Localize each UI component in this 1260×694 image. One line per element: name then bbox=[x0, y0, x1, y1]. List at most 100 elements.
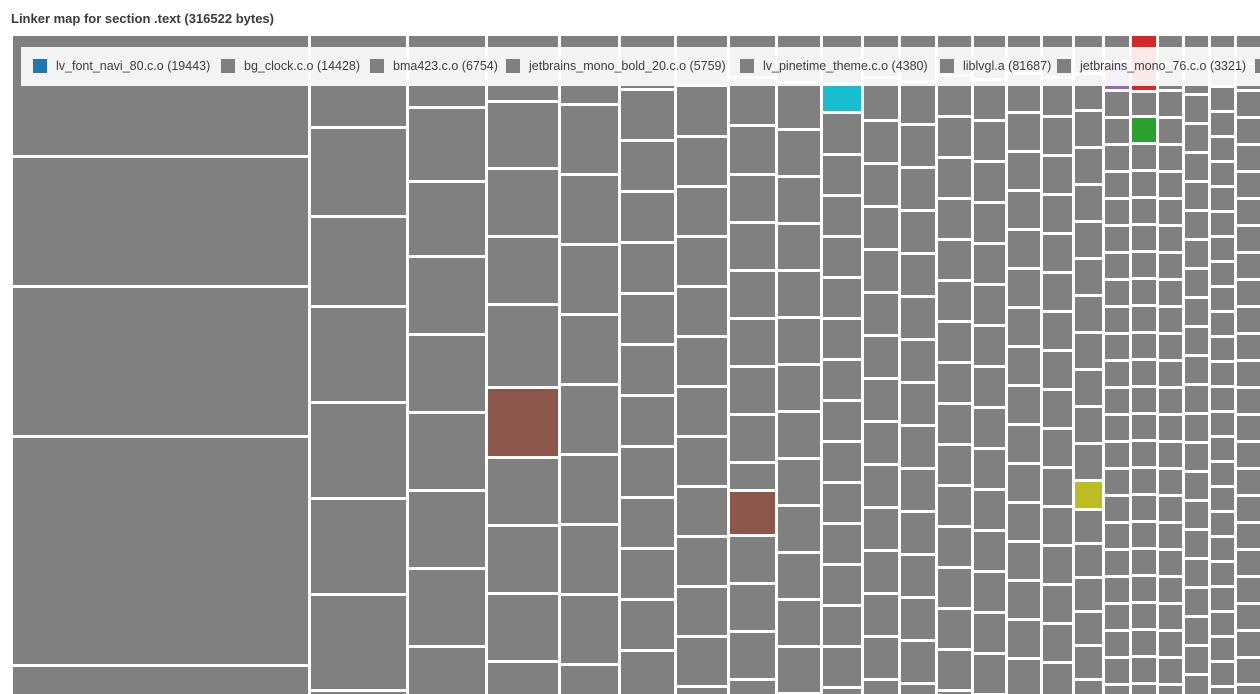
treemap-tile[interactable] bbox=[1211, 88, 1234, 110]
treemap-tile[interactable] bbox=[1132, 118, 1156, 142]
treemap-tile[interactable] bbox=[561, 596, 618, 663]
treemap-tile[interactable] bbox=[823, 320, 861, 358]
treemap-tile[interactable] bbox=[730, 537, 775, 582]
treemap-tile[interactable] bbox=[1132, 496, 1156, 520]
treemap-tile[interactable] bbox=[1185, 125, 1208, 151]
treemap-tile[interactable] bbox=[1159, 227, 1182, 251]
treemap-tile[interactable] bbox=[1237, 389, 1260, 413]
treemap-tile[interactable] bbox=[1105, 173, 1129, 197]
treemap-tile[interactable] bbox=[901, 212, 935, 252]
treemap-tile[interactable] bbox=[778, 366, 820, 410]
treemap-tile[interactable] bbox=[938, 651, 971, 689]
treemap-tile[interactable] bbox=[1105, 146, 1129, 170]
treemap-tile[interactable] bbox=[1237, 524, 1260, 548]
treemap-tile[interactable] bbox=[1237, 416, 1260, 440]
treemap-tile[interactable] bbox=[1185, 386, 1208, 412]
treemap-tile[interactable] bbox=[1211, 588, 1234, 610]
treemap-tile[interactable] bbox=[1237, 146, 1260, 170]
treemap-tile[interactable] bbox=[1075, 681, 1102, 694]
treemap-tile[interactable] bbox=[938, 241, 971, 279]
treemap-tile[interactable] bbox=[1105, 524, 1129, 548]
treemap-tile[interactable] bbox=[1211, 513, 1234, 535]
treemap-tile[interactable] bbox=[730, 464, 775, 489]
treemap-tile[interactable] bbox=[1132, 415, 1156, 439]
treemap-tile[interactable] bbox=[1105, 308, 1129, 332]
treemap-tile[interactable] bbox=[974, 409, 1005, 447]
treemap-tile[interactable] bbox=[677, 588, 727, 635]
treemap-tile[interactable] bbox=[1105, 551, 1129, 575]
treemap-tile[interactable] bbox=[1043, 391, 1072, 427]
treemap-tile[interactable] bbox=[1043, 274, 1072, 310]
treemap-tile[interactable] bbox=[778, 507, 820, 551]
treemap-tile[interactable] bbox=[1132, 280, 1156, 304]
treemap-tile[interactable] bbox=[974, 81, 1005, 119]
treemap-tile[interactable] bbox=[1105, 92, 1129, 116]
treemap-tile[interactable] bbox=[1008, 465, 1040, 501]
treemap-tile[interactable] bbox=[677, 188, 727, 235]
treemap-tile[interactable] bbox=[1075, 545, 1102, 576]
treemap-tile[interactable] bbox=[1105, 686, 1129, 694]
treemap-tile[interactable] bbox=[1185, 299, 1208, 325]
treemap-tile[interactable] bbox=[1008, 348, 1040, 384]
treemap-tile[interactable] bbox=[1132, 442, 1156, 466]
treemap-tile[interactable] bbox=[1043, 508, 1072, 544]
treemap-tile[interactable] bbox=[1185, 676, 1208, 694]
treemap-tile[interactable] bbox=[974, 286, 1005, 324]
treemap-tile[interactable] bbox=[621, 601, 674, 649]
treemap-tile[interactable] bbox=[311, 218, 406, 305]
treemap-tile[interactable] bbox=[621, 448, 674, 496]
treemap-tile[interactable] bbox=[778, 272, 820, 316]
treemap-tile[interactable] bbox=[1075, 482, 1102, 508]
treemap-tile[interactable] bbox=[823, 156, 861, 194]
treemap-tile[interactable] bbox=[938, 282, 971, 320]
treemap-tile[interactable] bbox=[1237, 200, 1260, 224]
treemap-tile[interactable] bbox=[488, 663, 558, 694]
treemap-tile[interactable] bbox=[621, 244, 674, 292]
treemap-tile[interactable] bbox=[1132, 334, 1156, 358]
treemap-tile[interactable] bbox=[778, 554, 820, 598]
treemap-tile[interactable] bbox=[677, 638, 727, 685]
treemap-tile[interactable] bbox=[1237, 254, 1260, 278]
treemap-tile[interactable] bbox=[730, 368, 775, 413]
treemap-tile[interactable] bbox=[1075, 579, 1102, 610]
treemap-tile[interactable] bbox=[1237, 551, 1260, 575]
treemap-tile[interactable] bbox=[901, 83, 935, 123]
treemap-tile[interactable] bbox=[1237, 92, 1260, 116]
treemap-tile[interactable] bbox=[823, 648, 861, 686]
treemap-tile[interactable] bbox=[1185, 647, 1208, 673]
treemap-tile[interactable] bbox=[730, 272, 775, 317]
treemap-tile[interactable] bbox=[974, 204, 1005, 242]
treemap-tile[interactable] bbox=[1159, 146, 1182, 170]
treemap-tile[interactable] bbox=[1075, 334, 1102, 368]
treemap-tile[interactable] bbox=[1105, 200, 1129, 224]
treemap-tile[interactable] bbox=[1211, 313, 1234, 335]
treemap-tile[interactable] bbox=[1008, 621, 1040, 657]
treemap-tile[interactable] bbox=[1211, 263, 1234, 285]
treemap-tile[interactable] bbox=[974, 368, 1005, 406]
treemap-tile[interactable] bbox=[488, 527, 558, 592]
treemap-tile[interactable] bbox=[901, 685, 935, 694]
treemap-tile[interactable] bbox=[901, 384, 935, 424]
treemap-tile[interactable] bbox=[1211, 438, 1234, 460]
treemap-tile[interactable] bbox=[1132, 307, 1156, 331]
treemap-tile[interactable] bbox=[13, 667, 308, 694]
treemap-tile[interactable] bbox=[1008, 660, 1040, 694]
treemap-tile[interactable] bbox=[1211, 238, 1234, 260]
treemap-tile[interactable] bbox=[1185, 154, 1208, 180]
treemap-tile[interactable] bbox=[1105, 254, 1129, 278]
treemap-tile[interactable] bbox=[778, 84, 820, 128]
treemap-tile[interactable] bbox=[1159, 632, 1182, 656]
treemap-tile[interactable] bbox=[1105, 605, 1129, 629]
treemap-tile[interactable] bbox=[1132, 604, 1156, 628]
treemap-tile[interactable] bbox=[1159, 362, 1182, 386]
treemap-tile[interactable] bbox=[677, 288, 727, 335]
treemap-tile[interactable] bbox=[409, 183, 485, 255]
treemap-tile[interactable] bbox=[621, 499, 674, 547]
treemap-tile[interactable] bbox=[561, 106, 618, 173]
treemap-tile[interactable] bbox=[311, 500, 406, 593]
treemap-tile[interactable] bbox=[901, 255, 935, 295]
treemap-tile[interactable] bbox=[1185, 531, 1208, 557]
treemap-tile[interactable] bbox=[1211, 638, 1234, 660]
treemap-tile[interactable] bbox=[823, 114, 861, 153]
treemap-tile[interactable] bbox=[1105, 416, 1129, 440]
